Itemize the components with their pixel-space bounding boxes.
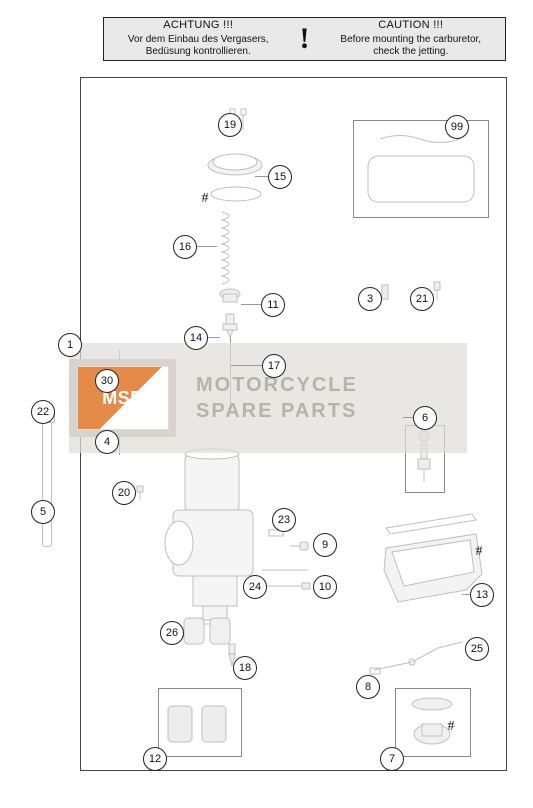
- hash-7: #: [441, 718, 461, 736]
- callout-8: 8: [356, 675, 380, 699]
- hash-cap: #: [195, 190, 215, 208]
- leader-6: [403, 417, 413, 418]
- caution-right-title: CAUTION !!!: [378, 19, 443, 33]
- caution-left: ACHTUNG !!! Vor dem Einbau des Vergasers…: [104, 18, 293, 60]
- caution-left-line2: Bedüsung kontrollieren.: [146, 46, 251, 59]
- part-12-floats: [164, 696, 234, 748]
- callout-18: 18: [233, 656, 257, 680]
- part-9: [288, 540, 310, 552]
- page-root: ACHTUNG !!! Vor dem Einbau des Vergasers…: [0, 0, 533, 808]
- callout-10: 10: [313, 575, 337, 599]
- callout-30: 30: [95, 369, 119, 393]
- part-carburetor-body: [155, 448, 275, 633]
- watermark-text: MOTORCYCLE SPARE PARTS: [196, 372, 358, 424]
- watermark-line2: SPARE PARTS: [196, 398, 358, 424]
- part-10: [262, 582, 312, 590]
- leader-15: [255, 176, 268, 177]
- callout-5: 5: [31, 500, 55, 524]
- hash-bowl: #: [469, 543, 489, 561]
- callout-19: 19: [218, 113, 242, 137]
- callout-6: 6: [413, 406, 437, 430]
- callout-15: 15: [268, 165, 292, 189]
- caution-left-line1: Vor dem Einbau des Vergasers,: [128, 34, 269, 47]
- leader-17: [231, 365, 262, 366]
- watermark-logo-text: MSP: [77, 366, 169, 430]
- callout-14: 14: [184, 326, 208, 350]
- callout-22: 22: [31, 400, 55, 424]
- callout-3: 3: [358, 287, 382, 311]
- callout-24: 24: [243, 575, 267, 599]
- part-cap-gasket: [208, 185, 264, 203]
- caution-right-line2: check the jetting.: [373, 46, 448, 59]
- callout-17: 17: [262, 354, 286, 378]
- callout-21: 21: [410, 287, 434, 311]
- callout-20: 20: [112, 481, 136, 505]
- callout-4: 4: [95, 430, 119, 454]
- part-spring: [220, 210, 238, 288]
- part-float-arm: [368, 640, 468, 680]
- part-jet-holder: [219, 312, 241, 340]
- callout-25: 25: [465, 637, 489, 661]
- callout-9: 9: [313, 533, 337, 557]
- part-24: [260, 566, 310, 574]
- callout-13: 13: [470, 583, 494, 607]
- part-retainer: [218, 288, 242, 306]
- caution-right-line1: Before mounting the carburetor,: [340, 34, 481, 47]
- part-tube: [42, 420, 52, 547]
- callout-23: 23: [272, 508, 296, 532]
- caution-box: ACHTUNG !!! Vor dem Einbau des Vergasers…: [103, 17, 506, 61]
- part-gasket-99-rect: [364, 152, 478, 206]
- callout-99: 99: [445, 115, 469, 139]
- leader-13: [462, 594, 470, 595]
- caution-separator-icon: !: [293, 18, 317, 60]
- caution-left-title: ACHTUNG !!!: [163, 19, 233, 33]
- leader-16: [195, 246, 217, 247]
- callout-1: 1: [58, 333, 82, 357]
- watermark-logo: MSP: [69, 359, 176, 437]
- callout-12: 12: [143, 747, 167, 771]
- leader-14: [206, 337, 220, 338]
- callout-11: 11: [261, 293, 285, 317]
- callout-26: 26: [160, 621, 184, 645]
- callout-7: 7: [380, 747, 404, 771]
- leader-11: [241, 304, 261, 305]
- callout-16: 16: [173, 235, 197, 259]
- part-bowl-gasket: [380, 510, 480, 534]
- caution-right: CAUTION !!! Before mounting the carburet…: [317, 18, 506, 60]
